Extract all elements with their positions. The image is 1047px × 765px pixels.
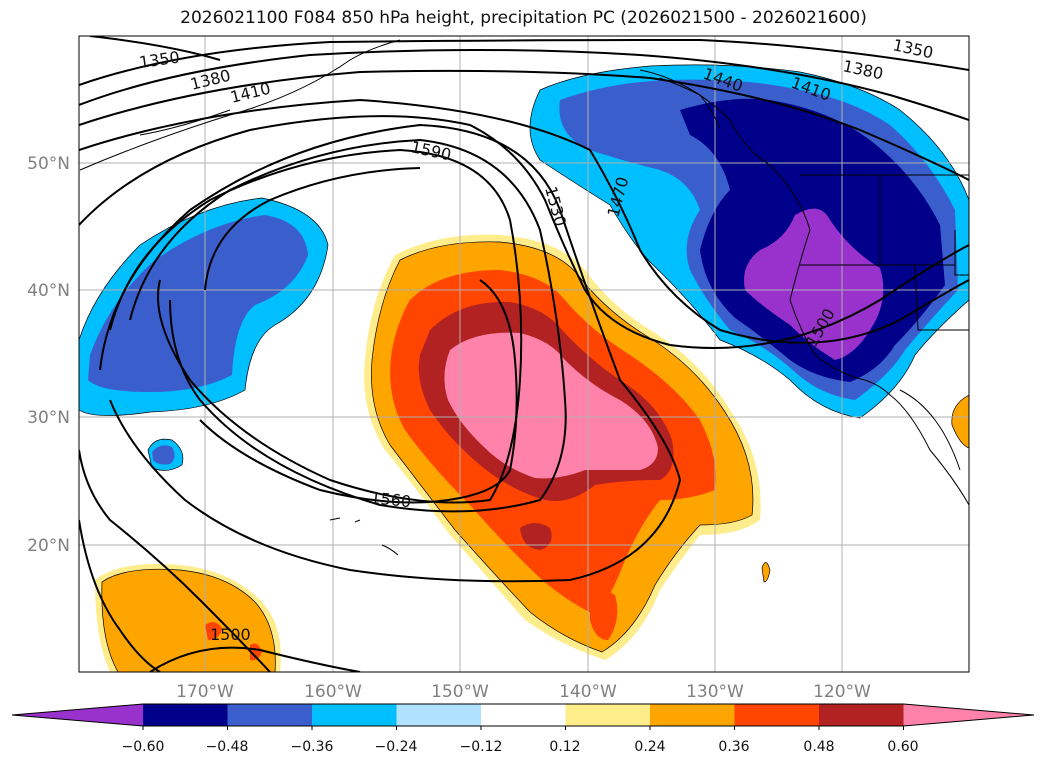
colorbar-segment	[227, 704, 313, 726]
lat-label: 50°N	[27, 154, 70, 174]
colorbar-segment	[312, 704, 397, 726]
colorbar-segment	[143, 704, 228, 726]
colorbar-segment	[396, 704, 482, 726]
colorbar-tick-label: −0.60	[122, 739, 165, 755]
map-gridlines	[79, 36, 969, 672]
coastlines	[79, 39, 969, 556]
strong-negative-core	[744, 208, 884, 360]
colorbar-tick-label: 0.12	[549, 739, 580, 755]
colorbar	[11, 703, 1035, 730]
colorbar-tick-label: −0.36	[291, 739, 334, 755]
colorbar-segment	[565, 704, 651, 726]
colorbar-segment	[481, 704, 566, 726]
colorbar-tick-label: −0.24	[375, 739, 418, 755]
latitude-labels: 50°N 40°N 30°N 20°N	[27, 154, 70, 556]
lat-label: 40°N	[27, 281, 70, 301]
colorbar-segment	[819, 704, 904, 726]
contour-labels: 1350 1350 1380 1380 1410 1410 1440 1470 …	[138, 36, 935, 644]
lon-label: 170°W	[176, 682, 234, 702]
colorbar-tick-label: 0.24	[634, 739, 665, 755]
lon-label: 120°W	[813, 682, 871, 702]
strong-positive-core	[444, 332, 658, 479]
colorbar-tick-label: 0.48	[803, 739, 834, 755]
lon-label: 150°W	[431, 682, 489, 702]
colorbar-segment	[650, 704, 735, 726]
contour-label: 1530	[541, 184, 570, 228]
lon-label: 140°W	[559, 682, 617, 702]
contour-label: 1590	[409, 137, 453, 164]
lat-label: 30°N	[27, 408, 70, 428]
lon-label: 160°W	[304, 682, 362, 702]
map-title: 2026021100 F084 850 hPa height, precipit…	[180, 8, 867, 28]
height-contours	[79, 36, 969, 672]
contour-label: 1380	[841, 56, 885, 83]
colorbar-tick-label: 0.60	[887, 739, 918, 755]
contour-label: 1560	[370, 488, 412, 511]
colorbar-tick-label: −0.48	[206, 739, 249, 755]
colorbar-segment	[734, 704, 820, 726]
contour-label: 1350	[138, 47, 181, 71]
lat-label: 20°N	[27, 536, 70, 556]
map-frame	[78, 35, 970, 673]
colorbar-extend-min	[12, 704, 143, 726]
colorbar-tick-labels: −0.60 −0.48 −0.36 −0.24 −0.12 0.12 0.24 …	[122, 739, 919, 755]
contour-label: 1500	[210, 625, 251, 644]
colorbar-tick-label: 0.36	[718, 739, 749, 755]
map-area: 1350 1350 1380 1380 1410 1410 1440 1470 …	[79, 36, 969, 672]
longitude-labels: 170°W 160°W 150°W 140°W 130°W 120°W	[176, 682, 871, 702]
colorbar-extend-max	[903, 704, 1034, 726]
contour-label: 1410	[228, 79, 272, 107]
lon-label: 130°W	[686, 682, 744, 702]
colorbar-tick-label: −0.12	[460, 739, 503, 755]
